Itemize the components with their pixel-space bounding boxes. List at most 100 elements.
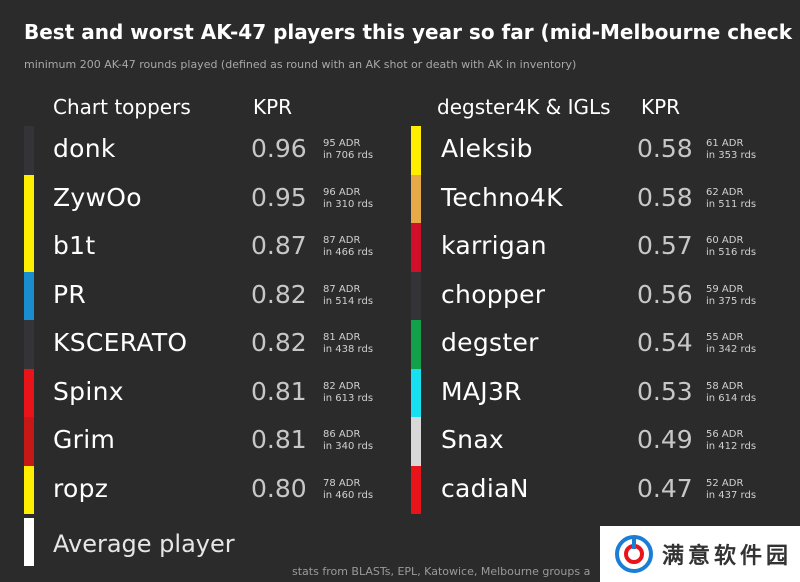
adr-label: 78 ADR (323, 477, 361, 489)
player-row: Aleksib 0.58 61 ADR in 353 rds (411, 126, 781, 175)
player-name: Spinx (53, 376, 124, 406)
adr-label: 82 ADR (323, 380, 361, 392)
team-color-bar (411, 174, 421, 223)
watermark: 满意软件园 (600, 526, 800, 582)
adr-label: 87 ADR (323, 235, 361, 246)
player-name: cadiaN (441, 473, 529, 503)
adr-stat: 86 ADR in 340 rds (323, 429, 373, 453)
team-color-bar (24, 320, 34, 369)
chart-toppers-panel: donk 0.96 95 ADR in 706 rds ZywOo 0.95 96 ADR i… (24, 126, 394, 514)
kpr-value: 0.81 (251, 425, 307, 454)
team-color-bar (411, 271, 421, 320)
rounds-label: in 438 rds (323, 344, 374, 355)
rounds-label: in 514 rds (323, 295, 374, 307)
rounds-label: in 340 rds (323, 441, 374, 452)
player-row: ZywOo 0.95 96 ADR in 310 rds (24, 174, 394, 223)
kpr-value: 0.82 (251, 279, 307, 309)
kpr-value: 0.95 (251, 182, 307, 212)
kpr-value: 0.49 (637, 425, 693, 454)
adr-stat: 62 ADR in 511 rds (706, 187, 756, 211)
kpr-value: 0.58 (637, 182, 693, 212)
adr-stat: 82 ADR in 613 rds (323, 381, 373, 405)
kpr-value: 0.47 (637, 473, 693, 503)
watermark-logo-icon (615, 535, 653, 573)
player-name: ZywOo (53, 182, 142, 212)
adr-label: 59 ADR (706, 283, 744, 295)
team-color-bar (411, 223, 421, 272)
player-name: MAJ3R (441, 376, 522, 406)
adr-stat: 81 ADR in 438 rds (323, 332, 373, 356)
team-color-bar (24, 126, 34, 175)
player-row: degster 0.54 55 ADR in 342 rds (411, 320, 781, 369)
rounds-label: in 310 rds (323, 198, 374, 210)
player-name: Snax (441, 425, 505, 454)
player-row: MAJ3R 0.53 58 ADR in 614 rds (411, 368, 781, 417)
adr-label: 56 ADR (706, 429, 744, 440)
adr-label: 81 ADR (323, 332, 361, 343)
team-color-bar (24, 223, 34, 272)
adr-label: 95 ADR (323, 138, 361, 149)
kpr-value: 0.81 (251, 376, 307, 406)
adr-label: 62 ADR (706, 186, 744, 198)
rounds-label: in 466 rds (323, 247, 374, 258)
team-color-bar (24, 368, 34, 417)
rounds-label: in 460 rds (323, 489, 374, 501)
player-row: KSCERATO 0.82 81 ADR in 438 rds (24, 320, 394, 369)
rounds-label: in 516 rds (706, 247, 757, 258)
rounds-label: in 613 rds (323, 392, 374, 404)
average-player-label: Average player (53, 530, 235, 558)
player-row: donk 0.96 95 ADR in 706 rds (24, 126, 394, 175)
kpr-value: 0.53 (637, 376, 693, 406)
player-name: ropz (53, 473, 109, 503)
player-row: Techno4K 0.58 62 ADR in 511 rds (411, 174, 781, 223)
rounds-label: in 706 rds (323, 150, 374, 161)
igl-panel: Aleksib 0.58 61 ADR in 353 rds Techno4K 0.58 6… (411, 126, 781, 514)
adr-label: 60 ADR (706, 235, 744, 246)
adr-stat: 87 ADR in 466 rds (323, 235, 373, 259)
adr-stat: 61 ADR in 353 rds (706, 138, 756, 162)
rounds-label: in 614 rds (706, 392, 757, 404)
player-name: Grim (53, 425, 116, 454)
team-color-bar (24, 465, 34, 514)
source-footnote: stats from BLASTs, EPL, Katowice, Melbou… (292, 565, 591, 578)
player-row: Spinx 0.81 82 ADR in 613 rds (24, 368, 394, 417)
adr-label: 58 ADR (706, 380, 744, 392)
player-name: karrigan (441, 231, 547, 260)
right-kpr-heading: KPR (641, 95, 681, 119)
rounds-label: in 437 rds (706, 489, 757, 501)
player-name: PR (53, 279, 87, 309)
player-name: b1t (53, 231, 96, 260)
adr-stat: 58 ADR in 614 rds (706, 381, 756, 405)
player-name: chopper (441, 279, 546, 309)
rounds-label: in 342 rds (706, 344, 757, 355)
adr-stat: 87 ADR in 514 rds (323, 284, 373, 308)
player-name: degster (441, 328, 539, 357)
right-group-heading: degster4K & IGLs (437, 95, 611, 119)
kpr-value: 0.54 (637, 328, 693, 357)
team-color-bar (411, 417, 421, 466)
adr-label: 52 ADR (706, 477, 744, 489)
left-group-heading: Chart toppers (53, 95, 191, 119)
chart-subtitle: minimum 200 AK-47 rounds played (defined… (24, 58, 577, 71)
player-row: chopper 0.56 59 ADR in 375 rds (411, 271, 781, 320)
adr-stat: 95 ADR in 706 rds (323, 138, 373, 162)
team-color-bar (24, 271, 34, 320)
left-kpr-heading: KPR (253, 95, 293, 119)
kpr-value: 0.58 (637, 134, 693, 163)
adr-stat: 59 ADR in 375 rds (706, 284, 756, 308)
adr-label: 61 ADR (706, 138, 744, 149)
adr-label: 87 ADR (323, 283, 361, 295)
player-row: b1t 0.87 87 ADR in 466 rds (24, 223, 394, 272)
player-name: Techno4K (441, 182, 563, 212)
player-row: ropz 0.80 78 ADR in 460 rds (24, 465, 394, 514)
player-row: cadiaN 0.47 52 ADR in 437 rds (411, 465, 781, 514)
team-color-bar (411, 368, 421, 417)
watermark-text: 满意软件园 (662, 544, 793, 569)
team-color-bar (411, 320, 421, 369)
player-row: karrigan 0.57 60 ADR in 516 rds (411, 223, 781, 272)
adr-stat: 96 ADR in 310 rds (323, 187, 373, 211)
adr-label: 96 ADR (323, 186, 361, 198)
kpr-value: 0.96 (251, 134, 307, 163)
rounds-label: in 375 rds (706, 295, 757, 307)
team-color-bar (411, 465, 421, 514)
